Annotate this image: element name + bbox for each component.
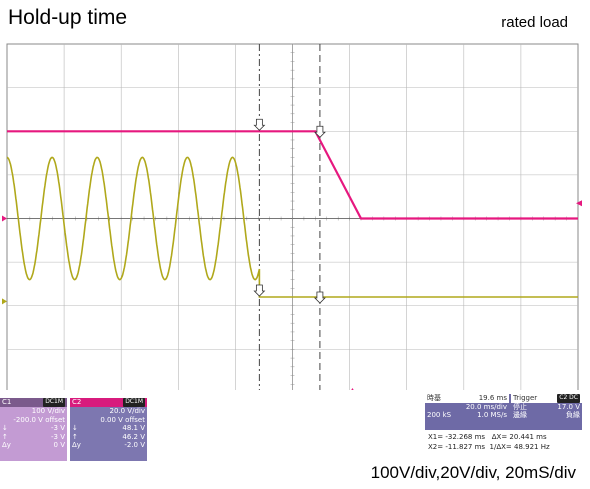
channel-1-ground-marker [2,298,7,305]
channel-2-scale: 20.0 V/div [109,407,146,415]
channel-2-row-key: Δy [72,441,81,450]
scale-footer: 100V/div,20V/div, 20mS/div [370,463,576,482]
channel-1-offset: -200.0 V offset [13,415,65,424]
channel-1-panel: C1 DC1M 100 V/div -200.0 V offset ↓ -3 V ↑… [0,398,67,461]
channel-2-row-value: 48.1 V [122,424,145,433]
cursor-marker [313,125,326,138]
channel-2-row-key: ↑ [72,432,78,441]
channel-1-row-value: -3 V [51,424,65,433]
channel-2-coupling: DC1M [123,398,145,407]
trigger-mode: 邊緣 [513,411,527,420]
cursor-x2: X2= -11.827 ms [428,443,486,451]
channel-1-trace [6,156,578,298]
channel-2-label: C2 [72,398,82,406]
load-label: rated load [501,14,568,31]
channel-1-row-value: -3 V [51,432,65,441]
cursor-marker [313,291,326,304]
channel-1-row-value: 0 V [53,441,65,450]
cursor-marker [253,118,266,131]
trigger-state: 停止 [513,402,527,411]
trigger-level-marker [576,200,582,207]
trigger-slope: 負緣 [566,411,580,420]
channel-1-coupling: DC1M [43,398,65,407]
channel-1-scale: 100 V/div [31,407,65,415]
cursor-delta-x: ΔX= 20.441 ms [491,433,547,441]
channel-1-row-key: Δy [2,441,11,450]
channel-2-offset: 0.00 V offset [100,415,145,424]
oscilloscope-screen [2,43,582,390]
channel-1-row-key: ↓ [2,424,8,433]
trigger-label: Trigger [513,394,538,402]
channel-1-label: C1 [2,398,12,406]
cursor-marker [253,284,266,297]
cursor-measurements: X1= -32.268 ms ΔX= 20.441 ms X2= -11.827… [428,432,550,452]
channel-2-row-key: ↓ [72,424,78,433]
channel-2-ground-marker [2,215,7,222]
cursor-frequency: 1/ΔX= 48.921 Hz [489,443,550,451]
trigger-level: 17.0 V [557,402,580,411]
timebase-div: 20.0 ms/div [465,402,507,411]
channel-1-row-key: ↑ [2,432,8,441]
timebase-value: 19.6 ms [478,394,507,402]
cursor-x1: X1= -32.268 ms [428,433,486,441]
chart-title: Hold-up time [8,6,128,29]
timebase-label: 時基 [427,394,441,402]
timebase-trigger-panel: 時基 19.6 ms 20.0 ms/div 200 kS 1.0 MS/s Tri… [425,394,582,430]
channel-2-panel: C2 DC1M 20.0 V/div 0.00 V offset ↓ 48.1 V … [70,398,147,461]
trigger-source: C2 DC [557,394,580,403]
trigger-position-marker [351,388,354,390]
channel-2-trace [7,130,578,220]
timebase-samples: 200 kS [427,411,452,420]
timebase-rate: 1.0 MS/s [477,411,507,420]
channel-2-row-value: 46.2 V [122,432,145,441]
channel-2-row-value: -2.0 V [124,441,145,450]
